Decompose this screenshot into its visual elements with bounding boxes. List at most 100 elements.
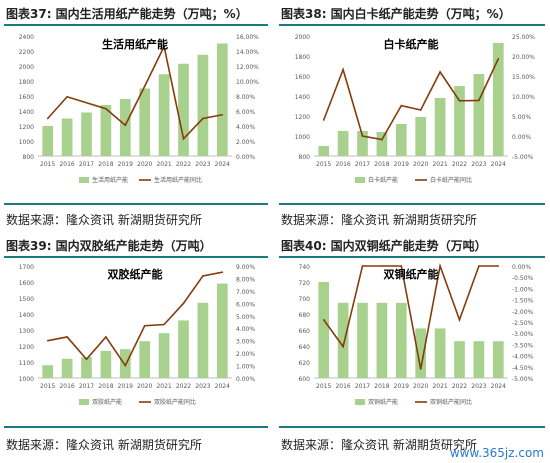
- chart-38-white-card: 800 1000 1200 1400 1600 1800 2000 -5.00% 0.00% 5.…: [295, 34, 535, 184]
- y-left-tick-label: 1200: [19, 124, 34, 131]
- bar-2018: [100, 105, 112, 156]
- yoy-point-2022: [458, 318, 461, 321]
- y-right-tick-label: 16.00%: [236, 34, 259, 41]
- yoy-point-2017: [361, 265, 364, 267]
- yoy-line: [47, 271, 223, 368]
- header-rule: [279, 24, 545, 26]
- y-left-tick-label: 1400: [295, 94, 310, 101]
- bar-2021: [158, 74, 170, 156]
- bar-2019: [395, 124, 407, 156]
- y-right-tick-label: -1.50%: [512, 298, 534, 305]
- bar-2022: [454, 341, 465, 378]
- y-left-tick-label: 1000: [295, 134, 310, 141]
- bar-2023: [473, 74, 485, 156]
- x-tick-label: 2021: [156, 161, 171, 168]
- x-tick-label: 2023: [195, 161, 210, 168]
- yoy-point-2017: [85, 358, 88, 361]
- chart-38-header: 图表38: 国内白卡纸产能走势（万吨；%）: [281, 7, 511, 21]
- yoy-point-2023: [478, 265, 480, 267]
- x-tick-label: 2022: [452, 161, 467, 168]
- bar-2024: [492, 341, 504, 378]
- yoy-line: [322, 58, 500, 141]
- x-tick-label: 2020: [137, 161, 152, 168]
- yoy-point-2023: [202, 117, 204, 120]
- yoy-point-2022: [182, 137, 185, 140]
- y-left-tick-label: 1200: [295, 114, 310, 121]
- y-right-tick-label: 14.00%: [236, 49, 259, 56]
- x-tick-label: 2017: [355, 161, 370, 168]
- y-right-tick-label: 1.00%: [236, 364, 255, 371]
- x-tick-label: 2024: [215, 383, 230, 390]
- yoy-point-2016: [66, 95, 68, 98]
- chart-39-woodfree-paper: 1000 1100 1200 1300 1400 1500 1600 1700 0.00% 1.0…: [19, 264, 256, 406]
- y-right-tick-label: -3.00%: [512, 331, 534, 338]
- bar-2023: [473, 341, 485, 378]
- yoy-point-2017: [361, 135, 364, 137]
- source-note: 数据来源：隆众资讯 新湖期货研究所: [281, 213, 477, 227]
- yoy-point-2016: [342, 345, 344, 348]
- yoy-line: [323, 262, 499, 370]
- yoy-point-2023: [202, 275, 204, 277]
- yoy-point-2015: [322, 318, 325, 321]
- y-left-tick-label: 2400: [19, 34, 34, 41]
- y-right-tick-label: 4.00%: [236, 124, 255, 131]
- yoy-point-2020: [419, 368, 422, 370]
- bar-2015: [42, 126, 54, 156]
- x-tick-label: 2018: [374, 383, 389, 390]
- y-right-tick-label: 7.00%: [236, 289, 255, 296]
- x-tick-label: 2015: [316, 383, 331, 390]
- bar-2016: [61, 358, 73, 378]
- x-tick-label: 2021: [156, 383, 171, 390]
- x-tick-label: 2024: [491, 383, 506, 390]
- yoy-point-2024: [497, 265, 500, 267]
- y-left-tick-label: 1000: [19, 139, 34, 146]
- chart-title: 双胶纸产能: [108, 267, 163, 281]
- yoy-point-2021: [163, 323, 165, 326]
- y-right-tick-label: 9.00%: [236, 264, 255, 271]
- x-tick-label: 2019: [394, 383, 409, 390]
- y-right-tick-label: -2.50%: [512, 320, 534, 327]
- x-tick-label: 2016: [59, 161, 74, 168]
- source-note: 数据来源：隆众资讯 新湖期货研究所: [6, 213, 202, 227]
- yoy-point-2018: [381, 138, 383, 141]
- bar-2023: [197, 302, 209, 378]
- bar-2024: [216, 283, 228, 378]
- y-left-tick-label: 1500: [19, 296, 34, 303]
- yoy-point-2022: [182, 302, 185, 305]
- bar-2021: [434, 98, 446, 156]
- y-left-tick-label: 2000: [295, 34, 310, 41]
- bar-2024: [492, 43, 504, 156]
- legend-bar-swatch: [79, 399, 89, 405]
- bar-2020: [139, 341, 151, 378]
- bar-2017: [357, 302, 368, 378]
- y-right-tick-label: 0.00%: [512, 264, 531, 271]
- yoy-point-2021: [439, 265, 441, 267]
- y-right-tick-label: -5.00%: [512, 376, 534, 383]
- bar-2015: [42, 365, 54, 378]
- yoy-point-2023: [478, 99, 480, 102]
- header-rule: [279, 256, 545, 258]
- y-left-tick-label: 1400: [19, 312, 34, 319]
- chart-title: 白卡纸产能: [384, 37, 439, 51]
- legend-bar-swatch: [355, 399, 365, 405]
- legend-line-label: 生活用纸产能同比: [154, 176, 202, 184]
- yoy-point-2020: [143, 324, 146, 327]
- y-left-tick-label: 1800: [295, 54, 310, 61]
- y-right-tick-label: 0.00%: [236, 154, 255, 161]
- bar-2021: [158, 333, 170, 378]
- y-right-tick-label: 10.00%: [512, 94, 535, 101]
- source-note: 数据来源：隆众资讯 新湖期货研究所: [281, 438, 477, 452]
- y-right-tick-label: 20.00%: [512, 54, 535, 61]
- yoy-point-2019: [124, 364, 127, 367]
- x-tick-label: 2022: [176, 161, 191, 168]
- y-left-tick-label: 1800: [19, 79, 34, 86]
- chart-40-coated-paper: 600 620 640 660 680 700 720 740 -5.00% -4.50% -4.0…: [299, 262, 534, 406]
- bar-2017: [81, 112, 92, 156]
- y-left-tick-label: 1600: [19, 94, 34, 101]
- y-right-tick-label: -5.00%: [512, 154, 534, 161]
- yoy-point-2019: [400, 265, 403, 267]
- y-left-tick-label: 620: [299, 360, 311, 367]
- y-left-tick-label: 2000: [19, 64, 34, 71]
- chart-37-header: 图表37: 国内生活用纸产能走势（万吨；%）: [6, 7, 248, 21]
- chart-title: 生活用纸产能: [102, 37, 168, 51]
